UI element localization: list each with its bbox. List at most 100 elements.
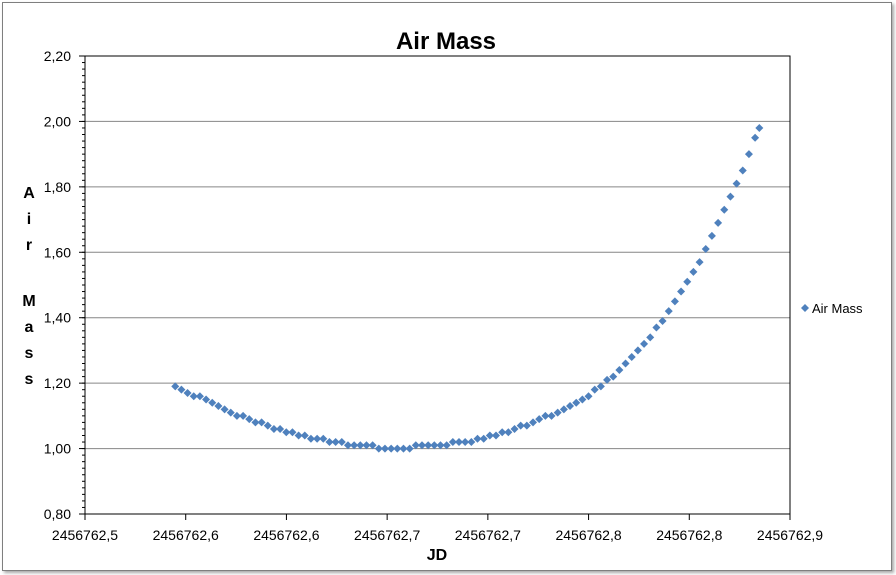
data-point [621, 359, 630, 368]
data-point [516, 421, 525, 430]
data-point [288, 428, 297, 437]
data-point [436, 441, 445, 450]
data-point [226, 408, 235, 417]
data-point [467, 438, 476, 447]
data-point [738, 166, 747, 175]
x-tick-label: 2456762,6 [153, 527, 219, 543]
data-point [707, 231, 716, 240]
data-point [405, 444, 414, 453]
data-point [504, 428, 513, 437]
data-point [343, 441, 352, 450]
data-point [522, 421, 531, 430]
data-point [541, 411, 550, 420]
data-point [448, 438, 457, 447]
data-point [257, 418, 266, 427]
data-point [411, 441, 420, 450]
data-point [726, 192, 735, 201]
data-point [553, 408, 562, 417]
data-point [282, 428, 291, 437]
x-tick-labels: 2456762,5 2456762,6 2456762,6 2456762,7 2456… [52, 514, 823, 543]
legend-label: Air Mass [812, 301, 863, 316]
data-point [578, 395, 587, 404]
data-point [393, 444, 402, 453]
data-point [424, 441, 433, 450]
data-point [387, 444, 396, 453]
data-point [664, 307, 673, 316]
data-point [331, 438, 340, 447]
data-point [689, 267, 698, 276]
data-point [473, 434, 482, 443]
data-point [566, 402, 575, 411]
x-tick-label: 2456762,8 [656, 527, 722, 543]
y-axis-title-letter: r [26, 237, 32, 254]
data-point [627, 352, 636, 361]
data-point [714, 218, 723, 227]
data-point [547, 411, 556, 420]
data-point [220, 405, 229, 414]
data-point [380, 444, 389, 453]
data-point [430, 441, 439, 450]
data-point [670, 297, 679, 306]
data-point [479, 434, 488, 443]
data-point [195, 392, 204, 401]
data-point [294, 431, 303, 440]
data-point [485, 431, 494, 440]
data-point [658, 316, 667, 325]
data-point [374, 444, 383, 453]
y-axis-title-letter: a [25, 319, 34, 336]
data-point [744, 150, 753, 159]
data-point [183, 388, 192, 397]
data-point [461, 438, 470, 447]
data-point [313, 434, 322, 443]
y-axis-title-letter: A [23, 185, 35, 202]
data-point [720, 205, 729, 214]
y-tick-label: 1,00 [44, 441, 71, 457]
data-point [177, 385, 186, 394]
air-mass-series [171, 123, 764, 453]
x-tick-label: 2456762,6 [253, 527, 319, 543]
x-tick-label: 2456762,7 [354, 527, 420, 543]
data-point [306, 434, 315, 443]
y-axis-title-letter: s [25, 345, 34, 362]
data-point [529, 418, 538, 427]
y-tick-label: 1,60 [44, 244, 71, 260]
data-point [245, 415, 254, 424]
data-point [214, 402, 223, 411]
y-axis-title-letter: s [25, 371, 34, 388]
y-tick-label: 2,20 [44, 48, 71, 64]
data-point [337, 438, 346, 447]
data-point [300, 431, 309, 440]
chart-title: Air Mass [396, 28, 496, 55]
data-point [652, 323, 661, 332]
data-point [356, 441, 365, 450]
data-point [701, 245, 710, 254]
data-point [609, 372, 618, 381]
data-point [677, 287, 686, 296]
data-point [417, 441, 426, 450]
data-point [189, 392, 198, 401]
y-tick-label: 2,00 [44, 113, 71, 129]
y-axis-title-letter: M [22, 293, 35, 310]
data-point [590, 385, 599, 394]
data-point [276, 424, 285, 433]
data-point [559, 405, 568, 414]
data-point [399, 444, 408, 453]
data-point [535, 415, 544, 424]
data-point [269, 424, 278, 433]
y-axis-title-letter: i [27, 211, 31, 228]
data-point [510, 424, 519, 433]
legend: Air Mass [801, 301, 863, 316]
data-point [251, 418, 260, 427]
data-point [596, 382, 605, 391]
data-point [319, 434, 328, 443]
data-point [732, 179, 741, 188]
data-point [171, 382, 180, 391]
data-point [498, 428, 507, 437]
data-point [683, 277, 692, 286]
data-point [350, 441, 359, 450]
data-point [208, 398, 217, 407]
x-tick-label: 2456762,7 [455, 527, 521, 543]
x-tick-label: 2456762,9 [757, 527, 823, 543]
gridlines [85, 55, 790, 450]
